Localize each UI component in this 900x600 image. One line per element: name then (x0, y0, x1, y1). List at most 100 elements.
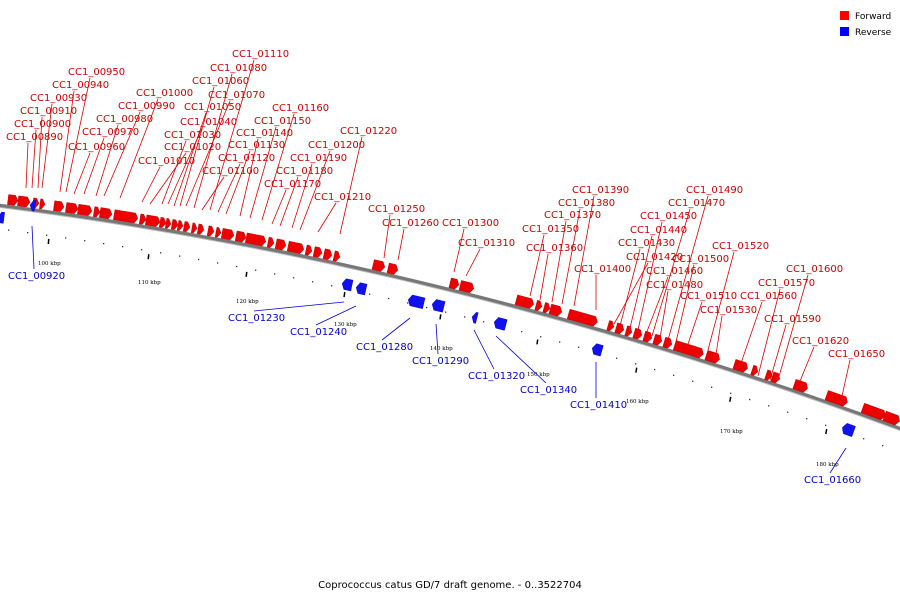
forward-gene-block (534, 300, 543, 311)
gene-label-cc1-00960: CC1_00960 (68, 142, 125, 153)
forward-leader-line (687, 301, 703, 345)
gene-label-cc1-00900: CC1_00900 (14, 119, 71, 130)
forward-gene-block (371, 259, 386, 272)
forward-leader-line (529, 234, 545, 297)
gene-label-cc1-01050: CC1_01050 (184, 102, 241, 113)
scale-tick-label: 150 kbp (527, 372, 550, 378)
forward-gene-block (614, 322, 625, 335)
forward-gene-block (53, 200, 65, 212)
scale-tick-mark (824, 428, 828, 435)
forward-gene-block (332, 250, 341, 262)
minor-tick (825, 424, 827, 426)
gene-label-cc1-01340: CC1_01340 (520, 385, 577, 396)
forward-leader-line (619, 248, 641, 327)
reverse-leader-line (381, 317, 411, 341)
scale-tick-label: 140 kbp (430, 346, 453, 352)
forward-gene-block (304, 244, 313, 256)
minor-tick (27, 231, 29, 234)
reverse-gene-block (355, 282, 368, 296)
minor-tick (84, 240, 86, 242)
minor-tick (711, 386, 713, 388)
gene-label-cc1-01450: CC1_01450 (640, 211, 697, 222)
forward-leader-line (551, 220, 567, 303)
forward-gene-block (606, 320, 615, 332)
forward-leader-line (675, 264, 695, 343)
minor-tick (673, 374, 675, 377)
minor-tick (179, 255, 181, 257)
forward-gene-block (164, 218, 172, 229)
gene-label-cc1-01390: CC1_01390 (572, 185, 629, 196)
forward-leader-line (31, 129, 37, 189)
gene-label-cc1-01500: CC1_01500 (672, 254, 729, 265)
scale-ticks: 100 kbp 110 kbp 120 kbp 130 kbp 140 kbp 150 k… (38, 238, 839, 468)
forward-gene-block (17, 195, 31, 208)
forward-leader-line (637, 221, 663, 331)
forward-leader-line (201, 176, 225, 211)
forward-gene-block (750, 364, 759, 376)
forward-gene-block (93, 206, 101, 218)
gene-label-cc1-01470: CC1_01470 (668, 198, 725, 209)
forward-leader-line (397, 228, 405, 261)
gene-label-cc1-01010: CC1_01010 (138, 156, 195, 167)
forward-gene-block (672, 340, 704, 359)
forward-leader-line (339, 136, 363, 235)
minor-tick (122, 245, 124, 248)
forward-leader-line (715, 315, 723, 355)
forward-gene-block (770, 371, 781, 384)
forward-leader-line (239, 138, 259, 217)
forward-gene-block (312, 246, 323, 258)
forward-leader-line (383, 214, 391, 259)
minor-tick (559, 341, 561, 343)
forward-leader-line (707, 251, 735, 351)
gene-label-cc1-01070: CC1_01070 (208, 90, 265, 101)
gene-label-cc1-01250: CC1_01250 (368, 204, 425, 215)
gene-label-cc1-01590: CC1_01590 (764, 314, 821, 325)
forward-gene-block (170, 219, 179, 230)
gene-label-cc1-01370: CC1_01370 (544, 210, 601, 221)
scale-tick-label: 180 kbp (816, 462, 839, 468)
forward-gene-block (65, 202, 79, 214)
gene-label-cc1-01160: CC1_01160 (272, 103, 329, 114)
minor-tick (730, 392, 732, 395)
minor-tick (464, 316, 466, 318)
gene-label-cc1-01210: CC1_01210 (314, 192, 371, 203)
gene-label-cc1-01150: CC1_01150 (254, 116, 311, 127)
forward-leader-line (41, 103, 53, 189)
scale-tick-label: 170 kbp (720, 429, 743, 435)
forward-leader-line (271, 189, 287, 225)
gene-label-cc1-00930: CC1_00930 (30, 93, 87, 104)
minor-tick (768, 405, 770, 407)
forward-gene-block (764, 369, 773, 381)
minor-tick (65, 237, 67, 239)
minor-tick (787, 411, 789, 413)
scale-tick-mark (245, 271, 248, 277)
forward-gene-block (566, 308, 598, 327)
gene-label-cc1-00940: CC1_00940 (52, 80, 109, 91)
reverse-gene-block (407, 294, 426, 309)
forward-gene-block (77, 204, 93, 216)
forward-leader-line (629, 235, 653, 329)
forward-gene-block (244, 232, 267, 247)
reverse-gene-block (341, 278, 354, 292)
minor-tick (616, 357, 618, 359)
gene-label-cc1-01490: CC1_01490 (686, 185, 743, 196)
forward-leader-line (651, 208, 691, 337)
gene-label-cc1-00910: CC1_00910 (20, 106, 77, 117)
minor-tick (331, 285, 333, 287)
forward-gene-block (860, 403, 886, 421)
gene-label-cc1-01280: CC1_01280 (356, 342, 413, 353)
forward-gene-block (113, 209, 139, 224)
minor-tick (160, 252, 162, 254)
minor-tick (236, 265, 238, 268)
gene-label-cc1-01020: CC1_01020 (164, 142, 221, 153)
gene-label-cc1-01460: CC1_01460 (646, 266, 703, 277)
forward-leader-line (261, 113, 295, 221)
forward-leader-line (225, 150, 251, 215)
gene-label-cc1-01650: CC1_01650 (828, 349, 885, 360)
gene-label-cc1-01000: CC1_01000 (136, 88, 193, 99)
forward-leader-line (149, 152, 187, 205)
forward-gene-block (542, 302, 551, 314)
forward-gene-block (624, 325, 633, 337)
reverse-leader-line (253, 301, 345, 312)
